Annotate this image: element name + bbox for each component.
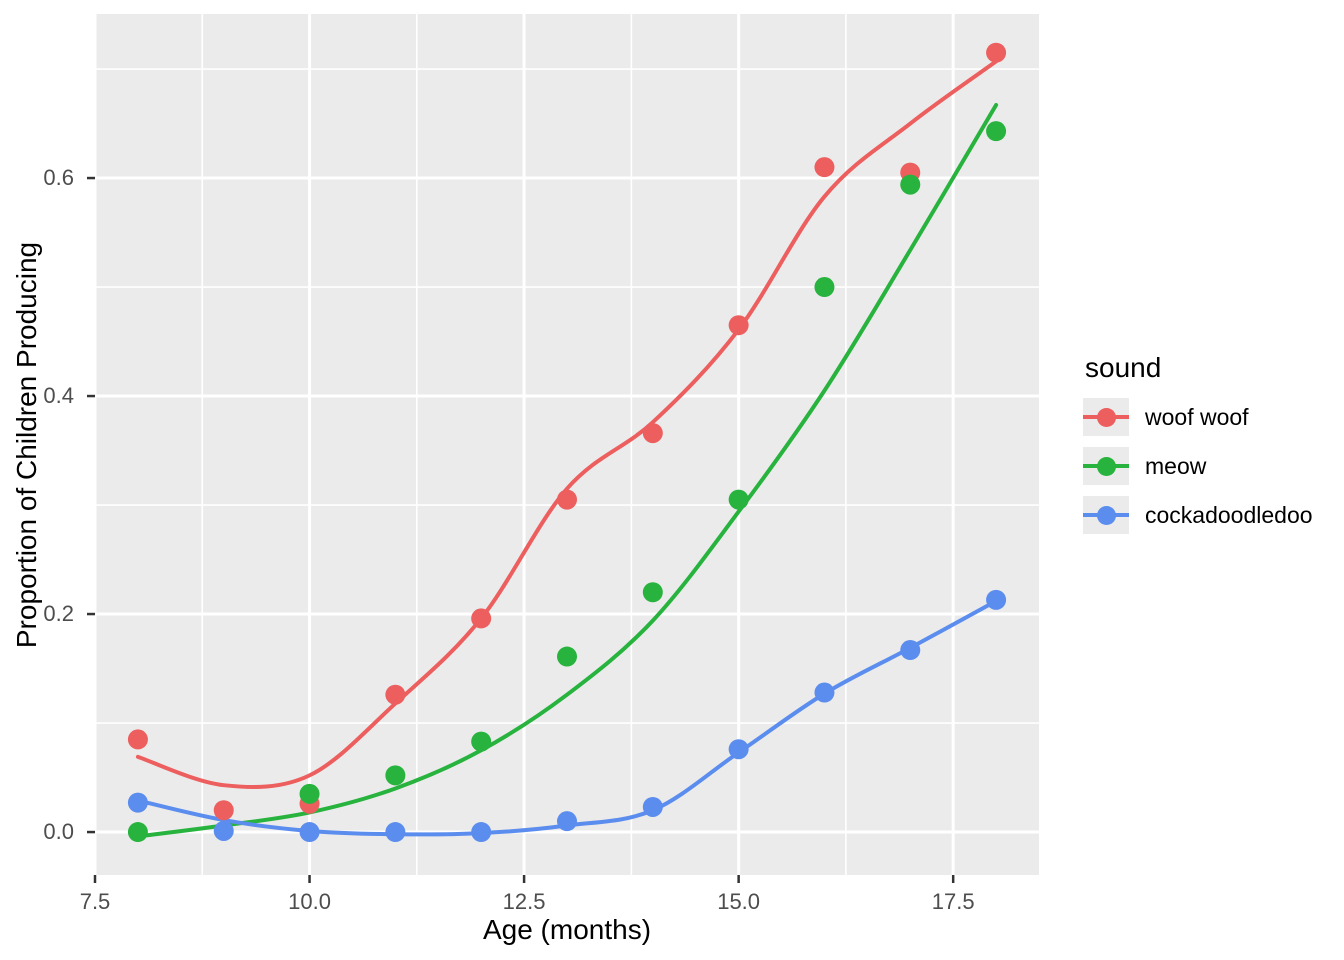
legend-title: sound xyxy=(1085,352,1162,383)
point-meow xyxy=(900,174,921,195)
smooth-line-meow xyxy=(135,103,999,839)
point-woof-woof xyxy=(814,157,835,178)
point-woof-woof xyxy=(471,608,492,629)
point-cockadoodledoo xyxy=(557,811,577,832)
legend-entry-meow: meow xyxy=(1083,447,1313,485)
y-axis-title: Proportion of Children Producing xyxy=(11,241,42,649)
legend-key-meow xyxy=(1083,447,1129,485)
point-cockadoodledoo xyxy=(986,589,1007,610)
point-cockadoodledoo xyxy=(900,640,921,661)
point-meow xyxy=(471,731,492,752)
point-cockadoodledoo xyxy=(728,739,749,760)
points-woof-woof xyxy=(127,42,1007,821)
legend-dot-icon xyxy=(1096,407,1116,427)
point-meow xyxy=(127,822,148,843)
y-tick-label: 0.6 xyxy=(43,165,74,191)
points-meow xyxy=(127,121,1007,843)
x-tick-label: 17.5 xyxy=(931,889,975,914)
point-cockadoodledoo xyxy=(471,822,492,843)
x-tick-label: 15.0 xyxy=(717,889,761,914)
point-woof-woof xyxy=(385,684,406,705)
plot-panel xyxy=(87,14,1039,883)
legend-key-woof-woof xyxy=(1083,398,1129,436)
panel-background xyxy=(95,14,1039,875)
legend-dot-icon xyxy=(1096,456,1116,476)
point-cockadoodledoo xyxy=(299,822,320,843)
y-tick-label: 0.0 xyxy=(43,819,74,845)
point-woof-woof xyxy=(728,315,749,336)
point-cockadoodledoo xyxy=(385,822,406,843)
point-woof-woof xyxy=(986,42,1007,63)
legend-label: woof woof xyxy=(1145,404,1249,430)
point-cockadoodledoo xyxy=(814,682,835,703)
legend-label: meow xyxy=(1145,453,1207,479)
legend-dot-icon xyxy=(1096,505,1116,525)
point-meow xyxy=(986,121,1007,142)
y-tick-label: 0.4 xyxy=(43,383,74,409)
legend-key-cockadoodledoo xyxy=(1083,496,1129,534)
legend-entry-woof-woof: woof woof xyxy=(1083,398,1313,436)
point-cockadoodledoo xyxy=(213,820,234,841)
legend: sound woof woof meow cockadoodledoo xyxy=(1083,352,1313,545)
x-axis-title: Age (months) xyxy=(482,914,652,945)
points-cockadoodledoo xyxy=(127,589,1007,843)
point-cockadoodledoo xyxy=(642,796,663,817)
point-woof-woof xyxy=(557,489,577,510)
legend-entry-cockadoodledoo: cockadoodledoo xyxy=(1083,496,1313,534)
point-woof-woof xyxy=(127,729,148,750)
point-meow xyxy=(728,489,749,510)
major-gridlines xyxy=(93,14,1039,875)
tick-marks xyxy=(87,176,955,883)
point-meow xyxy=(299,783,320,804)
point-woof-woof xyxy=(213,800,234,821)
point-meow xyxy=(642,582,663,603)
x-tick-label: 12.5 xyxy=(502,889,546,914)
point-meow xyxy=(557,646,577,667)
point-woof-woof xyxy=(642,423,663,444)
point-meow xyxy=(814,277,835,298)
point-meow xyxy=(385,765,406,786)
smooth-line-woof-woof xyxy=(135,59,999,790)
x-tick-label: 7.5 xyxy=(79,889,111,914)
x-tick-label: 10.0 xyxy=(288,889,331,914)
y-tick-label: 0.2 xyxy=(43,601,74,627)
point-cockadoodledoo xyxy=(127,792,148,813)
legend-label: cockadoodledoo xyxy=(1145,502,1313,528)
